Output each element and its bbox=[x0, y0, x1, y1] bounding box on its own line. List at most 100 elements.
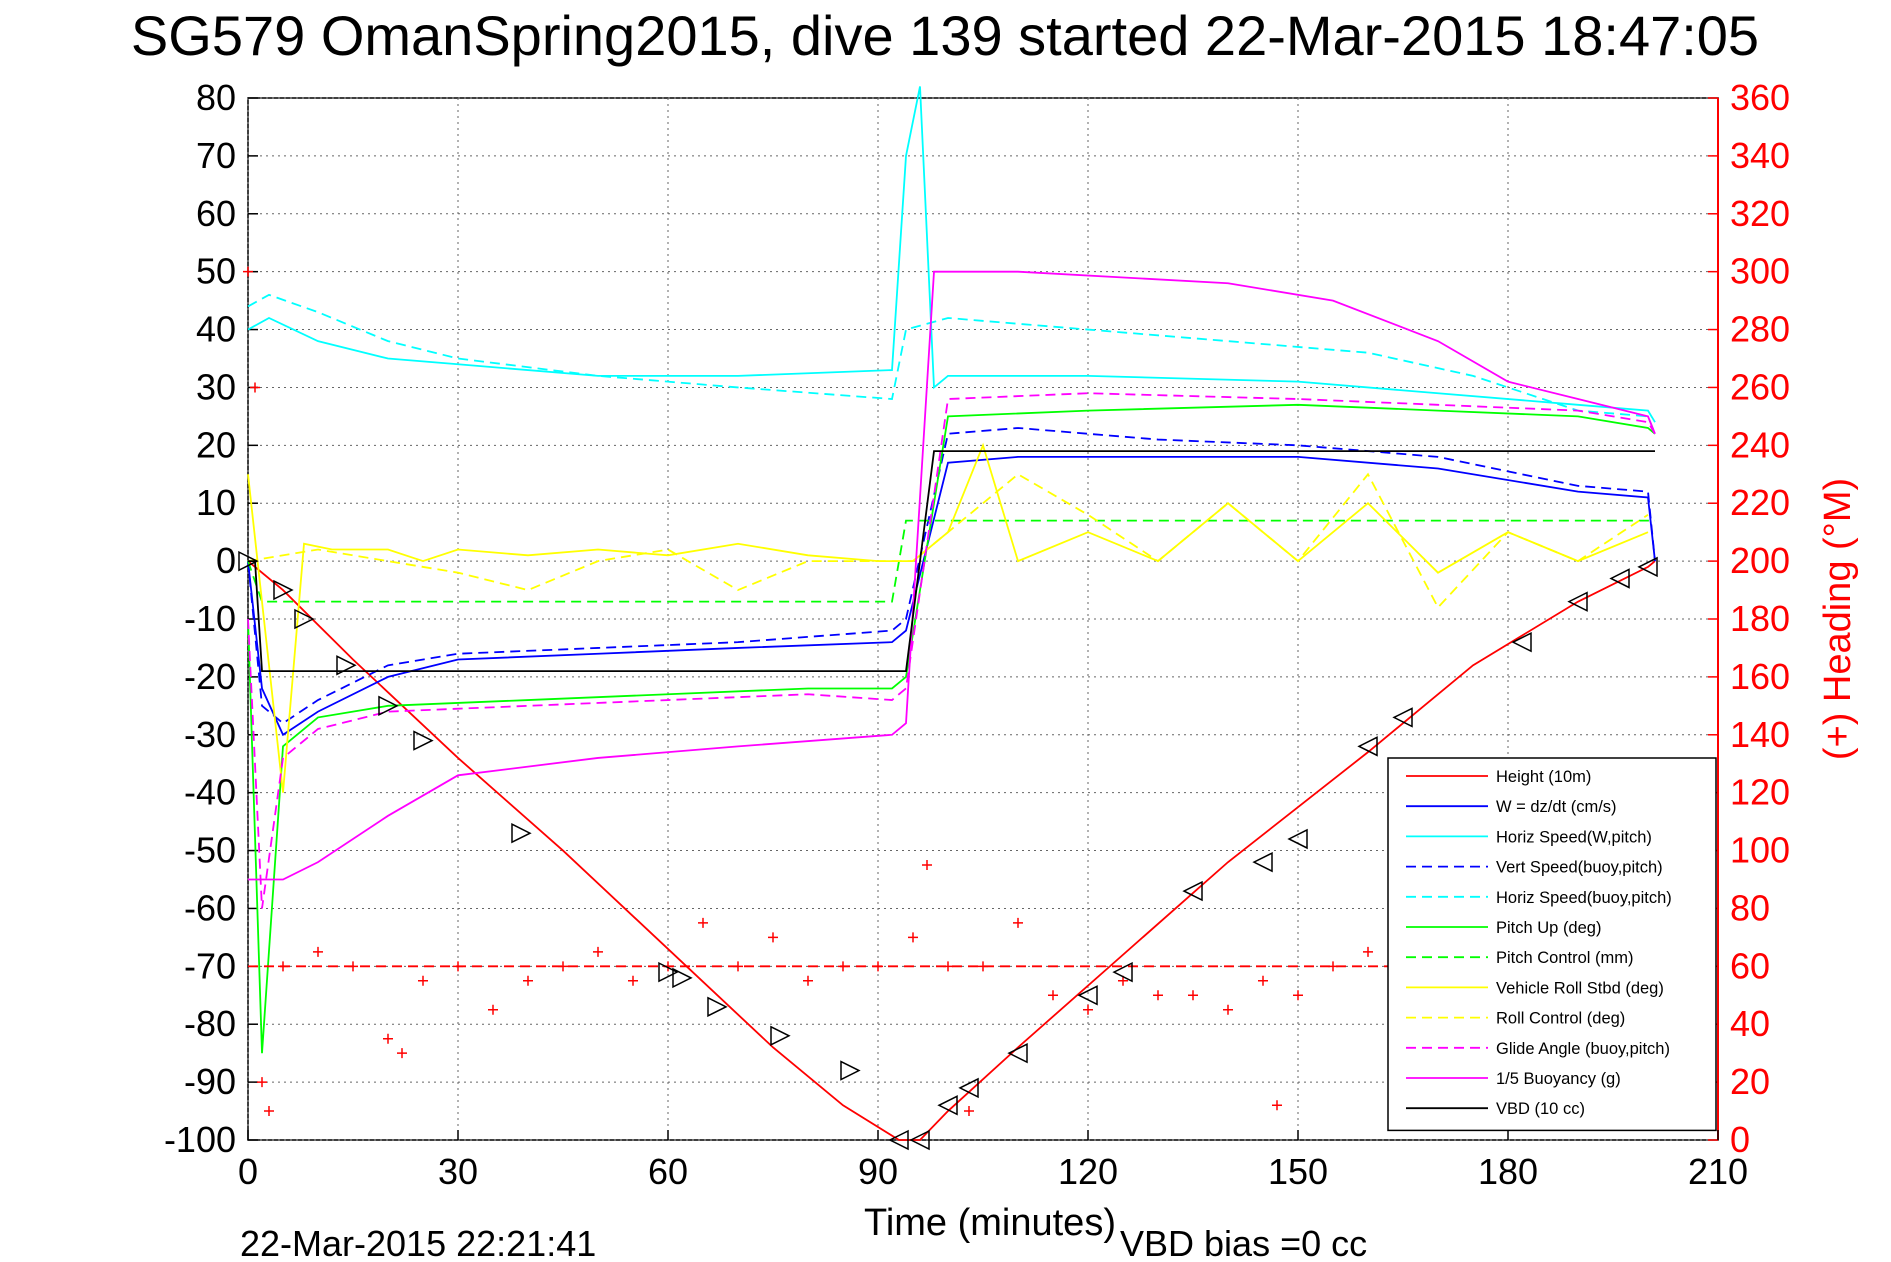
x-tick-label: 120 bbox=[1058, 1151, 1118, 1192]
triangle-marker bbox=[1511, 631, 1532, 653]
right-tick-label: 320 bbox=[1730, 193, 1790, 234]
triangle-marker bbox=[888, 1129, 909, 1151]
heading-point bbox=[250, 382, 260, 393]
triangle-markers bbox=[238, 550, 1658, 1151]
right-tick-label: 0 bbox=[1730, 1119, 1750, 1160]
triangle-marker bbox=[770, 1025, 791, 1047]
left-axis-ticks: 80 70 60 50 40 30 20 10 0 -10 -20 -30 -40 -50 -60 -70 -8… bbox=[164, 77, 258, 1160]
heading-point bbox=[628, 975, 638, 986]
triangle-marker bbox=[707, 996, 728, 1018]
left-tick-label: -80 bbox=[184, 1003, 236, 1044]
right-tick-label: 200 bbox=[1730, 540, 1790, 581]
triangle-marker bbox=[1637, 556, 1658, 578]
heading-point bbox=[488, 1004, 498, 1015]
legend-label: Glide Angle (buoy,pitch) bbox=[1496, 1040, 1670, 1058]
triangle-marker bbox=[1392, 707, 1413, 728]
triangle-marker bbox=[378, 695, 399, 717]
heading-point bbox=[1118, 975, 1128, 986]
left-tick-label: -70 bbox=[184, 945, 236, 986]
legend-label: Height (10m) bbox=[1496, 768, 1591, 786]
right-tick-label: 180 bbox=[1730, 598, 1790, 639]
series-line bbox=[247, 86, 1656, 423]
footer-vbd-bias: VBD bias =0 cc bbox=[1120, 1223, 1367, 1262]
legend-label: VBD (10 cc) bbox=[1496, 1100, 1585, 1118]
left-tick-label: 20 bbox=[196, 424, 236, 465]
left-tick-label: -100 bbox=[164, 1119, 236, 1160]
left-tick-label: 80 bbox=[196, 77, 236, 118]
left-tick-label: 40 bbox=[196, 309, 236, 350]
triangle-marker bbox=[413, 730, 434, 751]
x-axis-ticks: 0 30 60 90 120 150 180 210 bbox=[238, 1130, 1748, 1192]
legend-label: Roll Control (deg) bbox=[1496, 1010, 1625, 1028]
series-line bbox=[247, 392, 1656, 909]
heading-point bbox=[418, 975, 428, 986]
legend-label: Pitch Control (mm) bbox=[1496, 949, 1634, 967]
left-tick-label: -30 bbox=[184, 714, 236, 755]
right-tick-label: 80 bbox=[1730, 887, 1770, 928]
x-tick-label: 30 bbox=[438, 1151, 478, 1192]
heading-point bbox=[1272, 1100, 1282, 1111]
triangle-marker bbox=[511, 822, 532, 844]
left-tick-label: -60 bbox=[184, 887, 236, 928]
heading-point bbox=[1363, 946, 1373, 957]
legend-box bbox=[1387, 757, 1717, 1132]
series-line bbox=[248, 270, 1656, 881]
heading-point bbox=[1188, 990, 1198, 1001]
heading-point bbox=[523, 975, 533, 986]
heading-point bbox=[1083, 1004, 1093, 1015]
heading-point bbox=[1153, 990, 1163, 1001]
heading-point bbox=[1048, 990, 1058, 1001]
heading-point bbox=[593, 946, 603, 957]
triangle-marker bbox=[658, 961, 679, 983]
right-axis-label: (+) Heading (°M) bbox=[1817, 478, 1859, 760]
left-tick-label: 60 bbox=[196, 193, 236, 234]
right-tick-label: 140 bbox=[1730, 714, 1790, 755]
triangle-marker bbox=[238, 550, 259, 572]
legend-label: W = dz/dt (cm/s) bbox=[1496, 798, 1617, 816]
heading-point bbox=[803, 975, 813, 986]
chart-title: SG579 OmanSpring2015, dive 139 started 2… bbox=[131, 4, 1759, 67]
right-tick-label: 120 bbox=[1730, 772, 1790, 813]
legend-label: Vert Speed(buoy,pitch) bbox=[1496, 859, 1663, 877]
triangle-marker bbox=[1077, 985, 1098, 1006]
legend-label: Horiz Speed(buoy,pitch) bbox=[1496, 889, 1672, 907]
right-tick-label: 240 bbox=[1730, 424, 1790, 465]
footer-timestamp: 22-Mar-2015 22:21:41 bbox=[240, 1223, 596, 1262]
triangle-marker bbox=[1609, 568, 1630, 589]
right-axis-ticks: 3603403203002802602402202001801601401201… bbox=[1708, 77, 1790, 1160]
heading-point bbox=[768, 932, 778, 943]
series-line bbox=[247, 403, 1656, 1054]
legend-label: Horiz Speed(W,pitch) bbox=[1496, 828, 1652, 846]
left-tick-label: -40 bbox=[184, 772, 236, 813]
right-tick-label: 160 bbox=[1730, 656, 1790, 697]
series-line bbox=[248, 450, 1655, 672]
triangle-marker bbox=[273, 579, 294, 601]
heading-point bbox=[257, 1077, 267, 1088]
left-tick-label: -10 bbox=[184, 598, 236, 639]
right-tick-label: 60 bbox=[1730, 945, 1770, 986]
triangle-marker bbox=[336, 655, 357, 676]
x-tick-label: 0 bbox=[238, 1151, 258, 1192]
heading-point bbox=[922, 860, 932, 871]
heading-point bbox=[908, 932, 918, 943]
left-tick-label: 30 bbox=[196, 366, 236, 407]
heading-point bbox=[964, 1106, 974, 1117]
x-axis-label: Time (minutes) bbox=[864, 1202, 1116, 1244]
heading-point bbox=[1258, 975, 1268, 986]
heading-point bbox=[383, 1033, 393, 1044]
x-tick-label: 180 bbox=[1478, 1151, 1538, 1192]
triangle-marker bbox=[1567, 591, 1588, 612]
right-tick-label: 340 bbox=[1730, 135, 1790, 176]
x-tick-label: 60 bbox=[648, 1151, 688, 1192]
left-tick-label: -90 bbox=[184, 1061, 236, 1102]
right-tick-label: 220 bbox=[1730, 482, 1790, 523]
triangle-marker bbox=[294, 608, 315, 630]
triangle-marker bbox=[958, 1077, 979, 1099]
right-tick-label: 300 bbox=[1730, 251, 1790, 292]
left-tick-label: -20 bbox=[184, 656, 236, 697]
series-line bbox=[247, 472, 1649, 609]
series-line bbox=[247, 519, 1655, 603]
triangle-marker bbox=[1007, 1042, 1028, 1064]
left-tick-label: 50 bbox=[196, 251, 236, 292]
right-tick-label: 40 bbox=[1730, 1003, 1770, 1044]
